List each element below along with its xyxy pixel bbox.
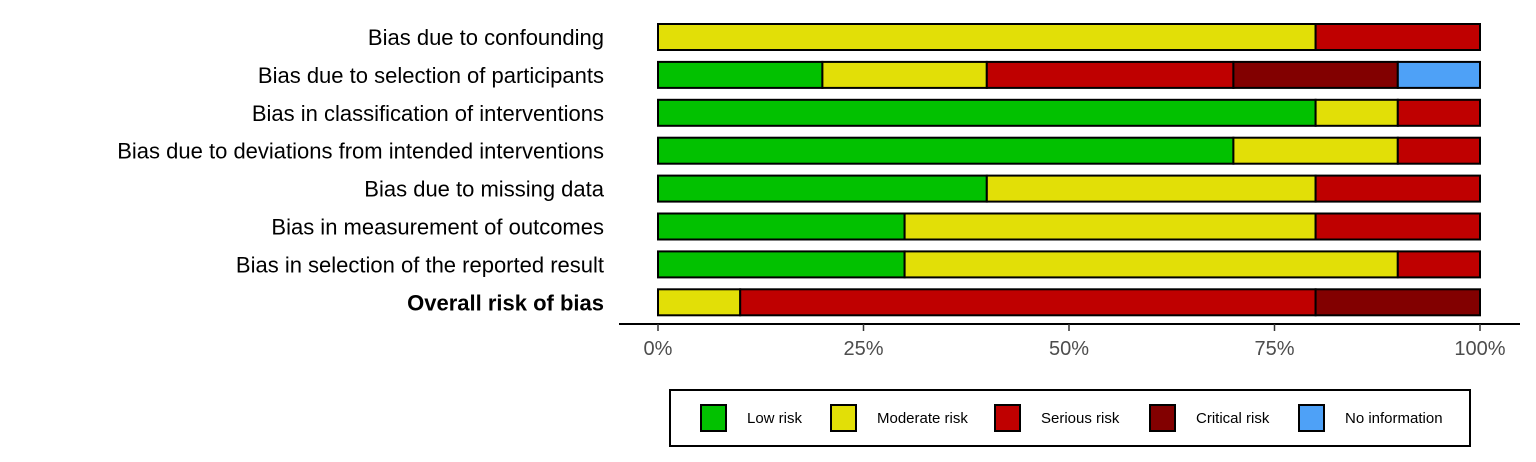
x-tick-label: 50%	[1049, 338, 1089, 360]
bar-segment-low-risk	[657, 60, 824, 89]
bar-segment-serious-risk	[1396, 136, 1482, 165]
bar-segment-moderate-risk	[821, 60, 988, 89]
category-label: Overall risk of bias	[407, 290, 604, 315]
x-tick-label: 100%	[1454, 338, 1505, 360]
bar-segment-critical-risk	[1314, 288, 1481, 317]
bar-segment-low-risk	[657, 250, 906, 279]
legend-label-moderate-risk: Moderate risk	[877, 410, 968, 427]
category-label: Bias in classification of interventions	[252, 101, 604, 126]
bar-segment-critical-risk	[1232, 60, 1399, 89]
legend-label-no-information: No information	[1345, 410, 1443, 427]
legend: Low risk Moderate risk Serious risk Critica…	[669, 389, 1471, 447]
legend-box	[669, 389, 1471, 447]
legend-label-serious-risk: Serious risk	[1041, 410, 1120, 427]
x-tick-label: 25%	[843, 338, 883, 360]
legend-swatch-moderate-risk	[830, 404, 857, 432]
bar-segment-low-risk	[657, 212, 906, 241]
category-label: Bias in selection of the reported result	[236, 252, 604, 277]
bar-segment-serious-risk	[1396, 250, 1482, 279]
x-axis-ticks: 0% 25% 50% 75% 100%	[644, 324, 1506, 360]
bar-segment-moderate-risk	[657, 23, 1317, 51]
category-label: Bias due to deviations from intended int…	[117, 139, 604, 164]
bar-segment-low-risk	[657, 174, 988, 203]
bar-segment-low-risk	[657, 136, 1235, 165]
legend-label-low-risk: Low risk	[747, 410, 803, 427]
legend-items: Low risk Moderate risk Serious risk Critica…	[700, 404, 1443, 432]
bar-segment-moderate-risk	[657, 288, 742, 317]
bar-segment-low-risk	[657, 98, 1317, 127]
bar-segment-moderate-risk	[903, 250, 1399, 279]
category-label: Bias in measurement of outcomes	[271, 215, 604, 240]
category-label: Bias due to missing data	[364, 177, 604, 202]
bar-segment-serious-risk	[1314, 23, 1481, 51]
x-tick-label: 0%	[644, 338, 673, 360]
bar-segment-serious-risk	[985, 60, 1235, 89]
bar-segment-moderate-risk	[903, 212, 1317, 241]
bar-segment-moderate-risk	[1314, 98, 1399, 127]
bar-segment-serious-risk	[1314, 174, 1481, 203]
category-label: Bias due to confounding	[368, 25, 604, 50]
category-labels: Bias due to confounding Bias due to selec…	[117, 25, 605, 315]
bar-segment-serious-risk	[1314, 212, 1481, 241]
legend-swatch-no-information	[1298, 404, 1325, 432]
category-label: Bias due to selection of participants	[258, 63, 604, 88]
x-tick-label: 75%	[1254, 338, 1294, 360]
bar-segment-no-information	[1396, 60, 1482, 89]
bars-layer	[657, 23, 1482, 317]
legend-swatch-critical-risk	[1149, 404, 1176, 432]
bar-segment-serious-risk	[739, 288, 1317, 317]
legend-swatch-serious-risk	[994, 404, 1021, 432]
bar-segment-serious-risk	[1396, 98, 1482, 127]
legend-label-critical-risk: Critical risk	[1196, 410, 1270, 427]
legend-swatch-low-risk	[700, 404, 727, 432]
bar-segment-moderate-risk	[1232, 136, 1399, 165]
bar-segment-moderate-risk	[985, 174, 1317, 203]
